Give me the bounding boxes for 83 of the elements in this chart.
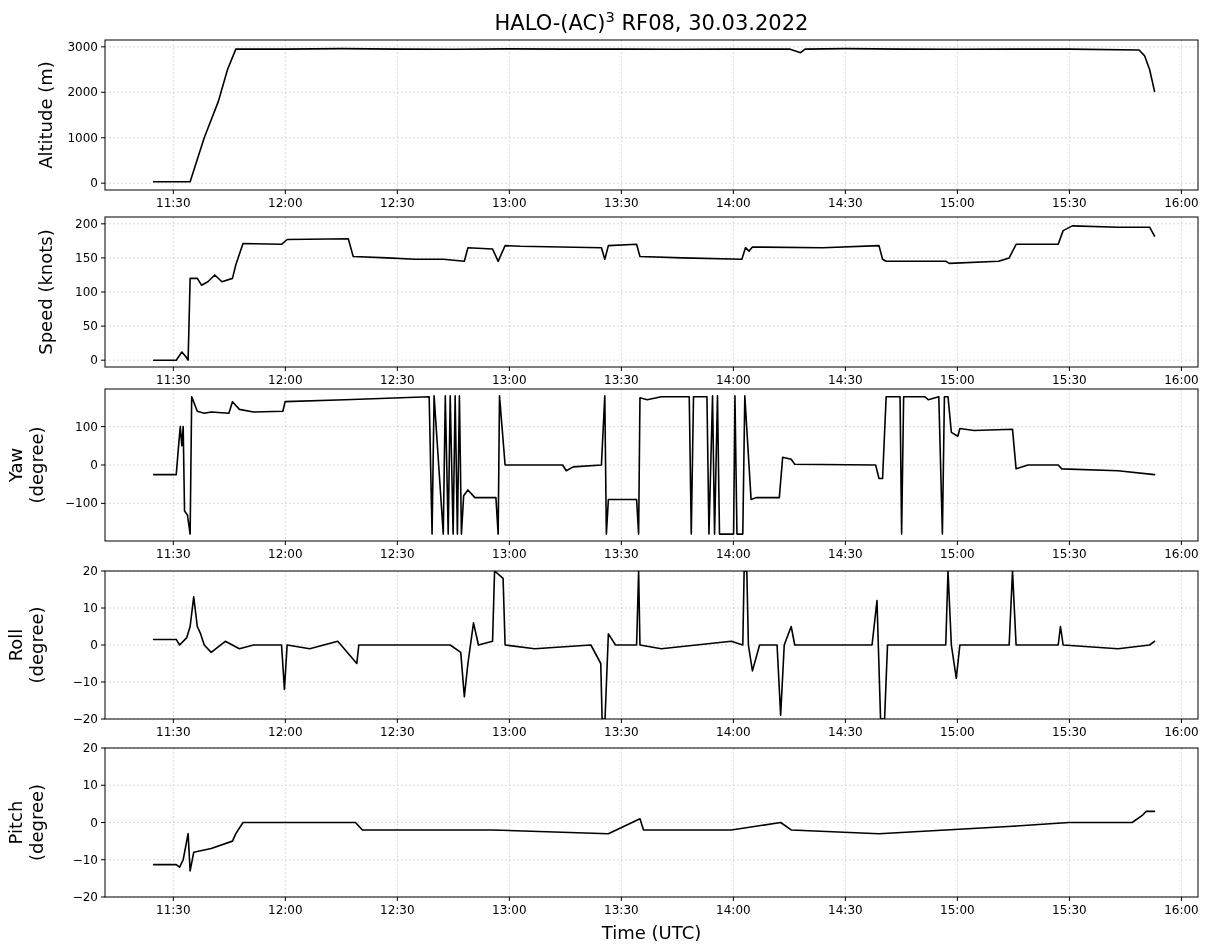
x-tick-label: 15:00 <box>940 547 975 561</box>
chart-title: HALO-(AC)$^{3}$ RF08, 30.03.2022 <box>494 7 809 35</box>
y-tick-label: 0 <box>90 176 98 191</box>
x-tick-label: 11:30 <box>156 725 191 739</box>
x-tick-label: 14:30 <box>828 903 863 917</box>
x-tick-label: 14:00 <box>716 725 751 739</box>
x-tick-label: 12:30 <box>380 903 415 917</box>
x-tick-label: 15:00 <box>940 373 975 387</box>
x-tick-label: 15:00 <box>940 196 975 210</box>
x-tick-label: 12:30 <box>380 196 415 210</box>
x-tick-label: 12:30 <box>380 725 415 739</box>
y-tick-label: 100 <box>75 285 98 299</box>
x-tick-label: 12:00 <box>268 196 303 210</box>
x-tick-label: 13:00 <box>492 547 527 561</box>
x-tick-label: 12:00 <box>268 725 303 739</box>
y-tick-label: −10 <box>72 852 98 867</box>
x-tick-label: 15:30 <box>1052 903 1087 917</box>
x-tick-label: 12:00 <box>268 373 303 387</box>
x-tick-label: 14:00 <box>716 903 751 917</box>
x-tick-label: 11:30 <box>156 373 191 387</box>
y-axis-title: Pitch (degree) <box>5 783 47 862</box>
y-tick-label: 0 <box>90 638 98 652</box>
y-tick-label: 10 <box>82 778 98 793</box>
y-axis-title: Speed (knots) <box>35 229 56 355</box>
line-series <box>152 47 1156 183</box>
y-tick-label: 0 <box>90 353 98 368</box>
y-axis-title: Altitude (m) <box>35 61 56 169</box>
line-series <box>152 810 1156 872</box>
line-series <box>152 225 1156 361</box>
y-tick-label: −20 <box>72 890 98 904</box>
y-tick-label: 20 <box>82 741 98 755</box>
x-tick-label: 15:30 <box>1052 196 1087 210</box>
x-tick-label: 13:00 <box>492 725 527 739</box>
x-tick-label: 15:30 <box>1052 725 1087 739</box>
x-tick-label: 15:00 <box>940 903 975 917</box>
y-tick-label: −100 <box>65 496 98 511</box>
y-tick-label: −20 <box>72 712 98 726</box>
y-tick-label: −10 <box>72 675 98 689</box>
x-tick-label: 14:00 <box>716 373 751 387</box>
y-tick-label: 20 <box>82 564 98 578</box>
x-tick-label: 16:00 <box>1164 196 1199 210</box>
x-tick-label: 15:30 <box>1052 373 1087 387</box>
x-tick-label: 14:30 <box>828 373 863 387</box>
x-tick-label: 12:00 <box>268 903 303 917</box>
y-tick-label: 1000 <box>67 130 98 145</box>
x-tick-label: 14:30 <box>828 196 863 210</box>
x-tick-label: 13:30 <box>604 903 639 917</box>
x-tick-label: 16:00 <box>1164 373 1199 387</box>
x-tick-label: 16:00 <box>1164 903 1199 917</box>
x-tick-label: 13:30 <box>604 196 639 210</box>
x-tick-label: 14:30 <box>828 547 863 561</box>
y-tick-label: 100 <box>75 419 98 434</box>
x-tick-label: 12:00 <box>268 547 303 561</box>
x-tick-label: 13:30 <box>604 725 639 739</box>
x-tick-label: 11:30 <box>156 547 191 561</box>
x-tick-label: 13:30 <box>604 373 639 387</box>
x-tick-label: 12:30 <box>380 373 415 387</box>
x-tick-label: 16:00 <box>1164 725 1199 739</box>
line-series <box>152 395 1156 535</box>
x-tick-label: 14:30 <box>828 725 863 739</box>
x-tick-label: 13:00 <box>492 196 527 210</box>
x-tick-label: 14:00 <box>716 196 751 210</box>
x-axis-title: Time (UTC) <box>600 922 702 943</box>
y-axis-title: Yaw (degree) <box>5 426 47 504</box>
y-tick-label: 3000 <box>67 39 98 54</box>
x-tick-label: 13:00 <box>492 373 527 387</box>
y-axis-title: Roll (degree) <box>5 606 47 684</box>
x-tick-label: 11:30 <box>156 903 191 917</box>
y-tick-label: 200 <box>75 216 98 231</box>
x-tick-label: 15:30 <box>1052 547 1087 561</box>
y-tick-label: 0 <box>90 815 98 830</box>
x-tick-label: 15:00 <box>940 725 975 739</box>
x-tick-label: 16:00 <box>1164 547 1199 561</box>
y-tick-label: 150 <box>75 250 98 265</box>
x-tick-label: 13:30 <box>604 547 639 561</box>
y-tick-label: 0 <box>90 458 98 472</box>
y-tick-label: 2000 <box>67 85 98 100</box>
x-tick-label: 12:30 <box>380 547 415 561</box>
x-tick-label: 13:00 <box>492 903 527 917</box>
x-tick-label: 11:30 <box>156 196 191 210</box>
y-tick-label: 10 <box>82 601 98 615</box>
y-tick-label: 50 <box>82 319 98 334</box>
x-tick-label: 14:00 <box>716 547 751 561</box>
